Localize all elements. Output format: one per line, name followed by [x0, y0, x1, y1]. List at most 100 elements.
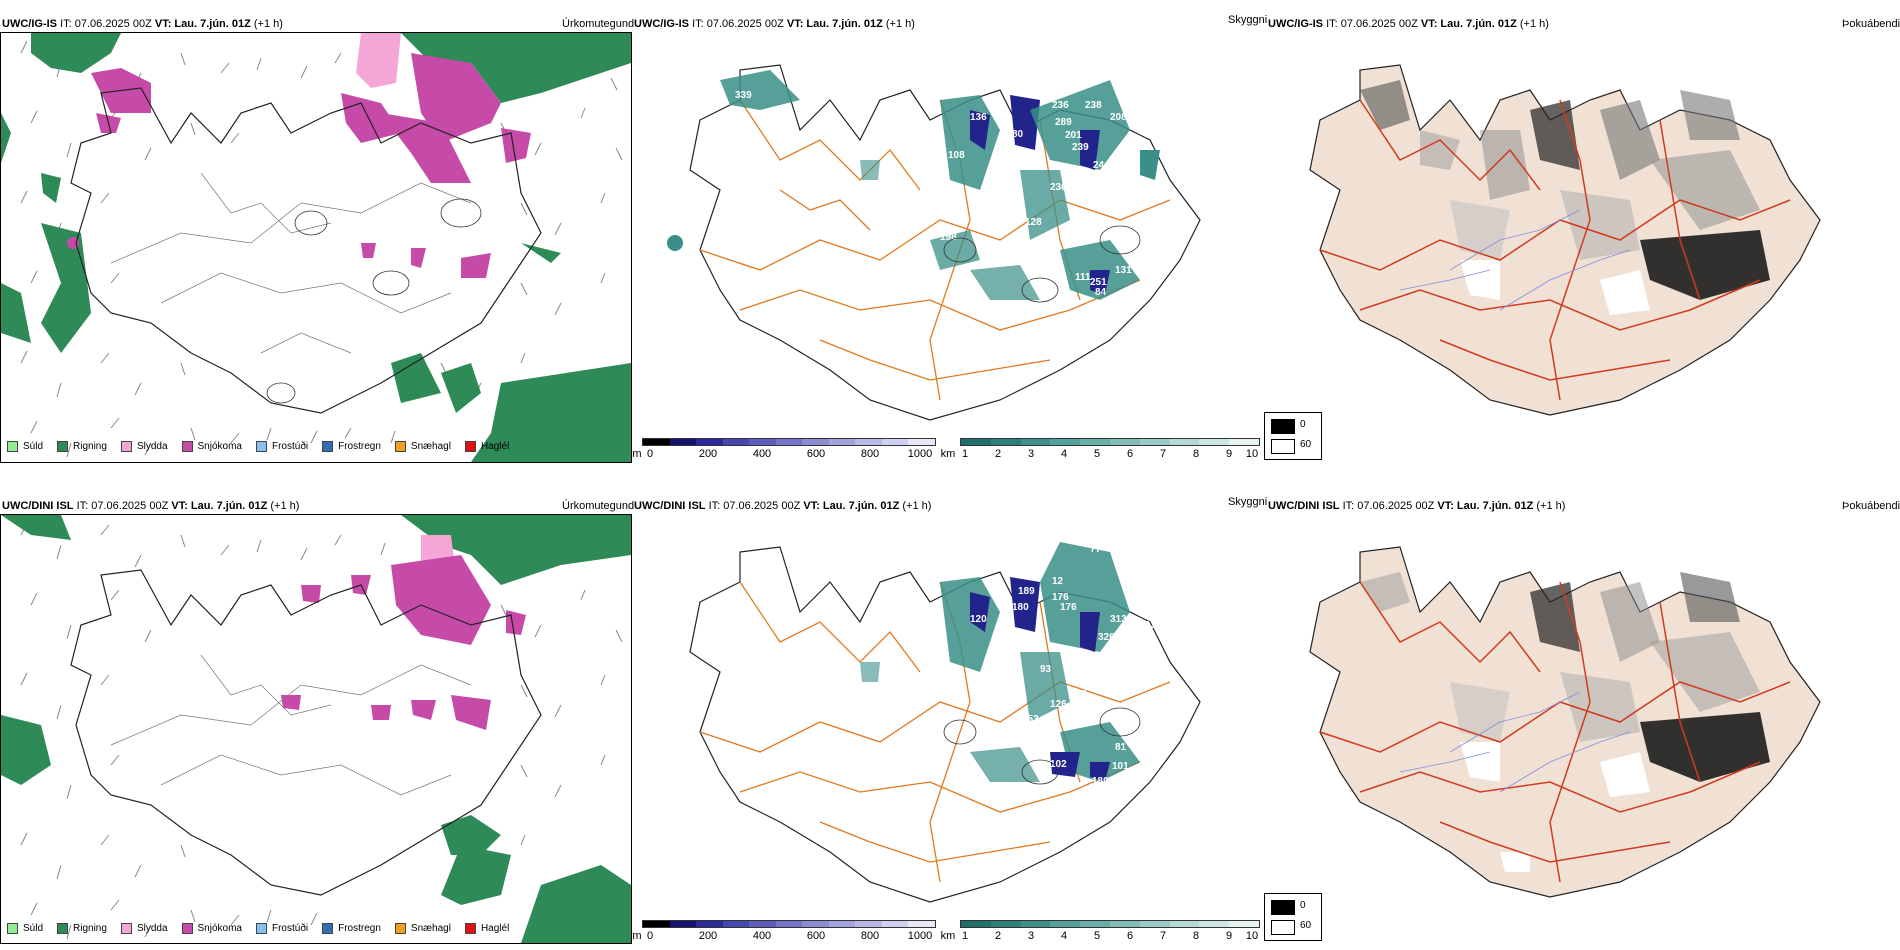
legend-item: Frostregn: [322, 923, 381, 934]
vis-value-label: 236: [1052, 100, 1069, 111]
precip-legend-2: Súld Rigning Slydda Snjókoma Frostúði Fr…: [7, 923, 523, 934]
tick-label: 7: [1159, 448, 1167, 460]
model-name: UWC/IG-IS: [2, 18, 57, 30]
legend-item: Snjókoma: [181, 441, 242, 452]
coastline: [70, 569, 542, 896]
tick-label: 6: [1126, 448, 1134, 460]
glaciers: [943, 707, 1141, 785]
tick-label: 5: [1093, 930, 1101, 942]
tick-label: 600: [806, 448, 826, 460]
tick-label: 2: [994, 930, 1002, 942]
roads: [110, 654, 472, 796]
vis-value-label: 102: [1050, 759, 1067, 770]
legend-item: Snæhagl: [394, 441, 451, 452]
roads: [110, 172, 472, 354]
legend-item: Súld: [7, 441, 43, 452]
vis-map-1: 339 136 108 80 198 289 236 238 208 201 2…: [640, 40, 1260, 435]
tick-label: 1: [961, 448, 969, 460]
vis-value-label: 131: [1115, 265, 1132, 276]
precip-header-2: UWC/DINI ISL IT: 07.06.2025 00Z VT: Lau.…: [2, 500, 300, 512]
vis-value-label: 244: [1093, 160, 1110, 171]
vis-value-label: 189: [1018, 586, 1035, 597]
vis-value-label: 176: [1052, 592, 1069, 603]
vis-value-label: 78: [940, 202, 952, 213]
vis-value-label: 131: [1145, 620, 1162, 631]
legend-item: Frostregn: [322, 441, 381, 452]
tick-label: 1000: [907, 448, 933, 460]
legend-item: Haglél: [464, 441, 509, 452]
precip-legend-1: Súld Rigning Slydda Snjókoma Frostúði Fr…: [7, 441, 523, 452]
fog-legend-2: 0 60: [1264, 893, 1322, 941]
fog-title-1: Þokuábendi: [1842, 18, 1900, 30]
tick-label: 5: [1093, 448, 1101, 460]
vis-value-label: 120: [970, 614, 987, 625]
tick-label: 200: [698, 930, 718, 942]
tick-label: 600: [806, 930, 826, 942]
legend-item: Rigning: [57, 923, 107, 934]
vis-value-label: 126: [1050, 699, 1067, 710]
tick-label: 3: [1027, 448, 1035, 460]
vis-value-label: 84: [1095, 287, 1107, 298]
legend-item: Haglél: [464, 923, 509, 934]
precip-title-2: Úrkomutegund: [562, 500, 635, 512]
legend-item: Slydda: [120, 441, 168, 452]
vis-value-label: 339: [735, 90, 752, 101]
vis-value-label: 239: [1072, 142, 1089, 153]
tick-label: 0: [646, 448, 654, 460]
coastline: [70, 87, 542, 414]
tick-label: 400: [752, 448, 772, 460]
tick-label: 800: [860, 448, 880, 460]
tick-label: 200: [698, 448, 718, 460]
vis-value-label: 124: [1070, 689, 1087, 700]
vis-value-label: 236: [1050, 182, 1067, 193]
fog-shading: [1360, 80, 1770, 315]
tick-label: 3: [1027, 930, 1035, 942]
tick-label: 10: [1245, 930, 1259, 942]
tick-label: 2: [994, 448, 1002, 460]
precip-map-2: Súld Rigning Slydda Snjókoma Frostúði Fr…: [0, 514, 632, 944]
vis-colorbar-1: km 1 2 3 4 5 6 7 8 9 10: [940, 438, 1260, 462]
vis-header-2: UWC/DINI ISL IT: 07.06.2025 00Z VT: Lau.…: [634, 500, 932, 512]
tick-label: 800: [860, 930, 880, 942]
unit-label: km: [940, 448, 956, 460]
vis-title-1: Skyggni: [1228, 14, 1268, 26]
vis-value-label: 180: [1092, 776, 1109, 787]
tick-label: 0: [646, 930, 654, 942]
unit-label: m: [632, 448, 642, 460]
vis-value-label: 289: [1055, 117, 1072, 128]
glaciers: [943, 225, 1141, 303]
tick-label: 4: [1060, 930, 1068, 942]
vis-header-1: UWC/IG-IS IT: 07.06.2025 00Z VT: Lau. 7.…: [634, 18, 915, 30]
vis-value-label: 136: [970, 112, 987, 123]
tick-label: 7: [1159, 930, 1167, 942]
snow-areas: [67, 33, 531, 278]
tick-label: 8: [1192, 448, 1200, 460]
fog-title-2: Þokuábendi: [1842, 500, 1900, 512]
fog-shading: [1360, 572, 1770, 872]
rivers: [1399, 209, 1631, 311]
vis-title-2: Skyggni: [1228, 496, 1268, 508]
vis-colorbar-2: km 1 2 3 4 5 6 7 8 9 10: [940, 920, 1260, 944]
vis-value-label: 111: [1075, 272, 1091, 283]
vis-fields: [667, 70, 1160, 300]
fog-header-2: UWC/DINI ISL IT: 07.06.2025 00Z VT: Lau.…: [1268, 500, 1566, 512]
vis-value-label: 123: [1035, 262, 1052, 273]
tick-label: 1000: [907, 930, 933, 942]
precip-title-1: Úrkomutegund: [562, 18, 635, 30]
vis-value-label: 198: [940, 232, 957, 243]
unit-label: m: [632, 930, 642, 942]
vis-value-label: 80: [1012, 129, 1024, 140]
vis-value-label: 180: [1012, 602, 1029, 613]
legend-item: Frostúði: [255, 441, 308, 452]
rivers: [1399, 691, 1631, 793]
tick-label: 10: [1245, 448, 1259, 460]
fog-header-1: UWC/IG-IS IT: 07.06.2025 00Z VT: Lau. 7.…: [1268, 18, 1549, 30]
vis-value-label: 238: [1085, 100, 1102, 111]
legend-item: Súld: [7, 923, 43, 934]
wind-barbs: [20, 522, 623, 940]
vis-labels: 77 232 12 180 176 189 176 120 313 326 13…: [970, 544, 1162, 787]
vis-value-label: 153: [1022, 714, 1039, 725]
coastline: [1309, 546, 1821, 898]
tick-label: 1: [961, 930, 969, 942]
legend-item: Snæhagl: [394, 923, 451, 934]
